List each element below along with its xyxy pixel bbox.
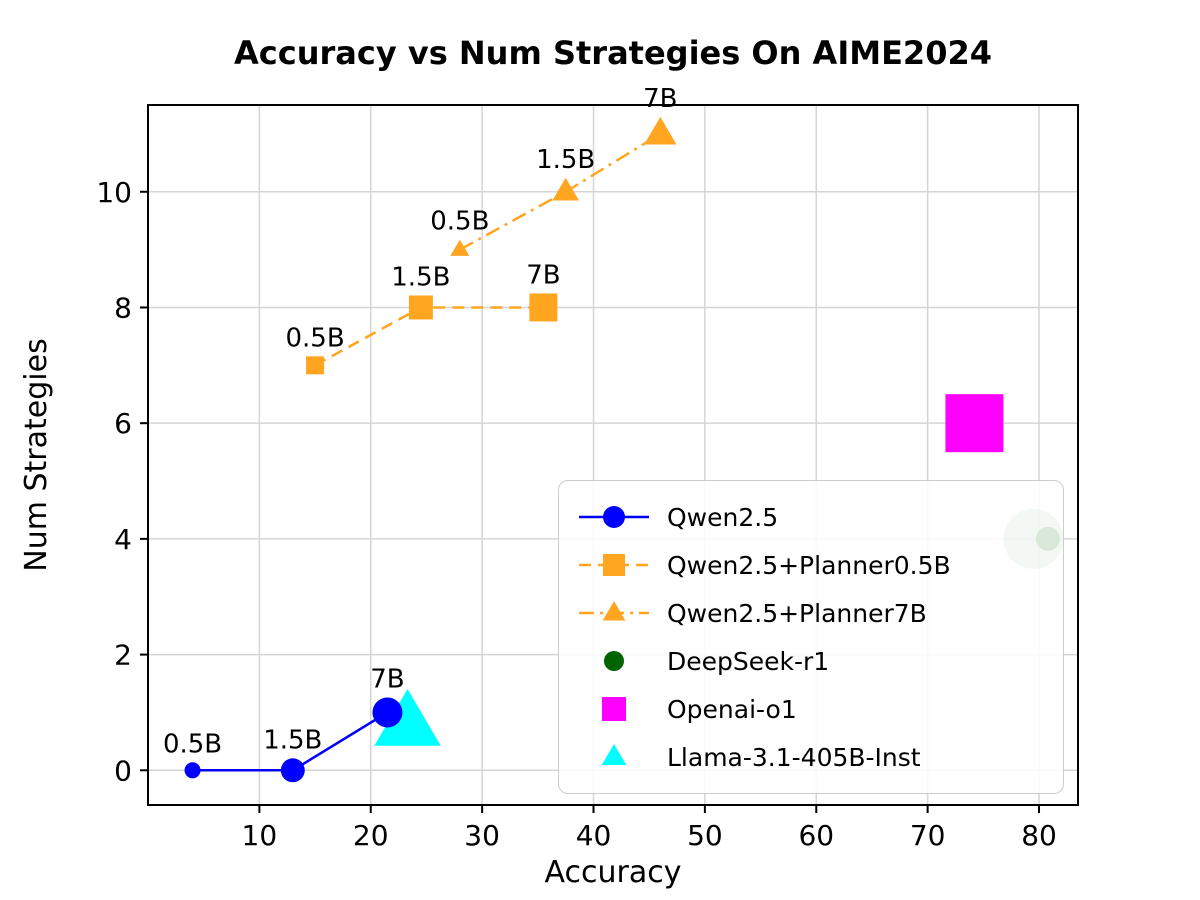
legend-marker-glyph xyxy=(603,554,625,576)
axes-layer: 10 20 30 40 50 60 70 80 0 2 4 6 8 10 xyxy=(96,104,1079,852)
legend-item: Qwen2.5 xyxy=(575,493,1047,541)
data-point xyxy=(644,116,677,145)
legend-marker-glyph xyxy=(602,697,626,721)
legend-label: Qwen2.5+Planner7B xyxy=(667,598,927,628)
legend-marker xyxy=(579,506,649,528)
legend-item: Llama-3.1-405B-Inst xyxy=(575,733,1047,781)
legend-label: Qwen2.5+Planner0.5B xyxy=(667,550,951,580)
point-annotation: 0.5B xyxy=(163,729,222,759)
plot-frame xyxy=(147,104,1079,806)
legend-label: Openai-o1 xyxy=(667,694,797,724)
y-axis-label: Num Strategies xyxy=(19,338,54,571)
x-tick-label: 20 xyxy=(353,819,389,852)
chart-title: Accuracy vs Num Strategies On AIME2024 xyxy=(234,34,992,72)
legend-marker xyxy=(579,601,649,621)
data-point xyxy=(374,689,441,746)
y-tick-label: 0 xyxy=(114,754,132,787)
grid-layer xyxy=(148,105,1078,805)
y-tick-label: 2 xyxy=(114,639,132,672)
data-point xyxy=(408,295,433,320)
x-tick-label: 60 xyxy=(798,819,834,852)
legend-marker xyxy=(601,744,627,766)
data-point xyxy=(306,356,325,375)
y-tick-label: 4 xyxy=(114,523,132,556)
y-tick-label: 6 xyxy=(114,407,132,440)
x-tick-label: 80 xyxy=(1021,819,1057,852)
point-annotation: 0.5B xyxy=(285,323,344,353)
data-point xyxy=(280,758,305,783)
legend-label: DeepSeek-r1 xyxy=(667,646,830,676)
data-point xyxy=(450,239,470,256)
x-tick-label: 70 xyxy=(910,819,946,852)
legend-marker-glyph xyxy=(604,651,624,671)
data-point xyxy=(552,177,579,201)
point-annotation: 1.5B xyxy=(263,725,322,755)
data-point xyxy=(184,762,201,779)
legend-marker-glyph xyxy=(601,744,627,766)
legend-marker-glyph xyxy=(602,601,626,621)
x-tick-label: 10 xyxy=(242,819,278,852)
x-tick-label: 30 xyxy=(464,819,500,852)
point-annotation: 1.5B xyxy=(536,145,595,175)
annotation-layer: 0.5B 1.5B 7B 0.5B 1.5B 7B 0.5B 1.5B 7B xyxy=(163,84,678,759)
point-annotation: 7B xyxy=(370,664,404,694)
legend-label: Qwen2.5 xyxy=(667,502,779,532)
x-tick-label: 40 xyxy=(576,819,612,852)
legend-item: Qwen2.5+Planner0.5B xyxy=(575,541,1047,589)
data-point xyxy=(372,697,403,728)
y-tick-label: 8 xyxy=(114,291,132,324)
data-point xyxy=(945,394,1004,453)
data-point xyxy=(529,293,558,322)
legend-marker xyxy=(602,697,626,721)
legend: Qwen2.5 Qwen2.5+Planner0.5B Qwen2.5+Planne… xyxy=(558,480,1064,794)
point-annotation: 0.5B xyxy=(430,207,489,237)
point-annotation: 1.5B xyxy=(391,262,450,292)
point-annotation: 7B xyxy=(526,260,560,290)
legend-item: Qwen2.5+Planner7B xyxy=(575,589,1047,637)
legend-marker xyxy=(579,554,649,576)
x-tick-label: 50 xyxy=(687,819,723,852)
legend-label: Llama-3.1-405B-Inst xyxy=(667,742,921,772)
legend-marker-glyph xyxy=(603,506,625,528)
x-axis-label: Accuracy xyxy=(545,855,682,890)
legend-item: Openai-o1 xyxy=(575,685,1047,733)
point-annotation: 7B xyxy=(643,84,677,114)
legend-marker xyxy=(604,651,624,671)
legend-item: DeepSeek-r1 xyxy=(575,637,1047,685)
y-tick-label: 10 xyxy=(96,176,132,209)
